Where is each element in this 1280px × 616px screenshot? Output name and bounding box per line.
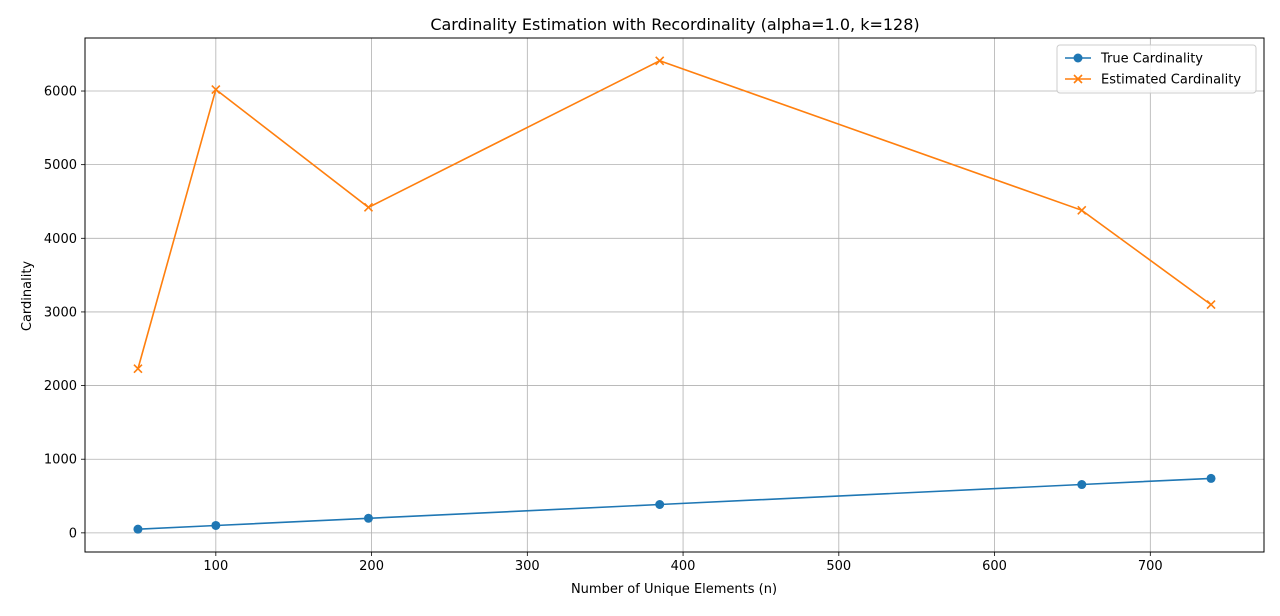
legend-label: True Cardinality <box>1100 52 1203 67</box>
y-axis-label: Cardinality <box>20 261 35 332</box>
series-1 <box>133 473 1216 534</box>
data-point <box>1206 473 1216 483</box>
legend-marker <box>1073 74 1083 84</box>
data-point <box>363 513 373 523</box>
data-point <box>363 202 374 212</box>
data-point <box>133 364 143 374</box>
data-point <box>133 524 143 534</box>
data-point <box>211 520 221 530</box>
x-tick-label: 700 <box>1138 559 1163 574</box>
plot-frame <box>84 37 1265 553</box>
y-axis: 0 1000 2000 3000 4000 5000 6000 <box>44 85 85 541</box>
chart-title: Cardinality Estimation with Recordinalit… <box>430 15 919 34</box>
series-line <box>137 59 1212 369</box>
y-tick-label: 3000 <box>44 305 77 320</box>
series-2 <box>133 56 1216 374</box>
series-layer <box>133 56 1216 534</box>
y-tick-label: 2000 <box>44 379 77 394</box>
legend: True Cardinality Estimated Cardinality <box>1056 44 1257 94</box>
y-tick-label: 0 <box>69 526 77 541</box>
x-tick-label: 500 <box>826 559 851 574</box>
legend-label: Estimated Cardinality <box>1101 73 1241 88</box>
x-axis-label: Number of Unique Elements (n) <box>571 582 777 597</box>
x-tick-label: 300 <box>515 559 540 574</box>
data-point <box>1077 205 1087 215</box>
x-tick-label: 100 <box>203 559 228 574</box>
x-axis: 100 200 300 400 500 600 700 <box>203 552 1163 574</box>
legend-item: True Cardinality <box>1065 52 1203 67</box>
series-line <box>137 477 1212 530</box>
x-tick-label: 200 <box>359 559 384 574</box>
data-point <box>655 56 665 66</box>
data-point <box>211 84 221 95</box>
data-point <box>1206 300 1216 310</box>
data-point <box>1077 480 1087 490</box>
x-tick-label: 600 <box>982 559 1007 574</box>
x-tick-label: 400 <box>671 559 696 574</box>
y-tick-label: 5000 <box>44 158 77 173</box>
legend-frame <box>1056 44 1257 94</box>
y-tick-label: 1000 <box>44 453 77 468</box>
data-point <box>655 500 665 510</box>
legend-item: Estimated Cardinality <box>1065 73 1241 88</box>
grid <box>85 38 1264 552</box>
y-tick-label: 4000 <box>44 232 77 247</box>
legend-marker <box>1073 53 1083 63</box>
y-tick-label: 6000 <box>44 85 77 100</box>
